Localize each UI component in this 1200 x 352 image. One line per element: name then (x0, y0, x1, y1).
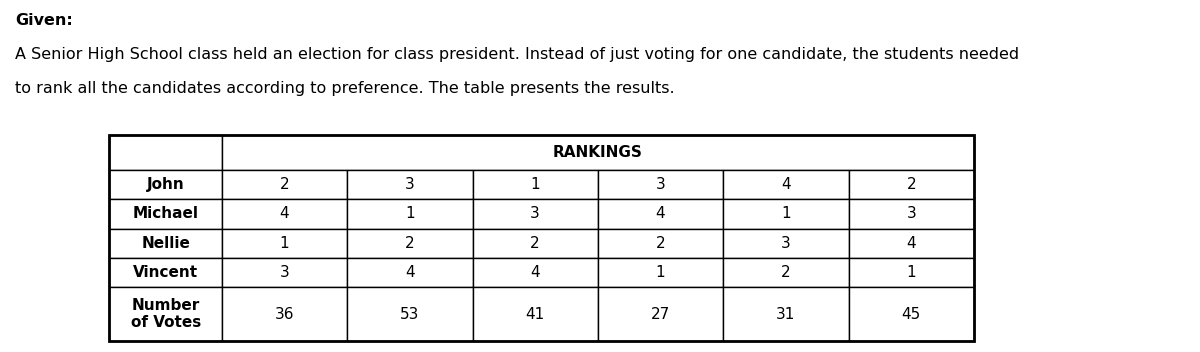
Text: 2: 2 (406, 236, 415, 251)
Bar (109, 287, 222, 341)
Text: 4: 4 (406, 265, 415, 280)
Text: Nellie: Nellie (142, 236, 190, 251)
Text: to rank all the candidates according to preference. The table presents the resul: to rank all the candidates according to … (16, 82, 674, 96)
Text: 1: 1 (530, 177, 540, 192)
Text: John: John (146, 177, 185, 192)
Text: Given:: Given: (16, 13, 73, 28)
Bar (473, 199, 598, 228)
Bar (598, 258, 724, 287)
Bar (473, 228, 598, 258)
Bar (848, 228, 974, 258)
Bar (848, 258, 974, 287)
Text: 3: 3 (906, 206, 916, 221)
Text: 4: 4 (530, 265, 540, 280)
Text: 4: 4 (781, 177, 791, 192)
Bar (848, 199, 974, 228)
Text: Number
of Votes: Number of Votes (131, 298, 200, 331)
Text: 4: 4 (280, 206, 289, 221)
Bar (222, 170, 347, 199)
Text: 2: 2 (530, 236, 540, 251)
Bar (222, 258, 347, 287)
Text: Michael: Michael (133, 206, 199, 221)
Bar (347, 170, 473, 199)
Text: 1: 1 (280, 236, 289, 251)
Text: 1: 1 (406, 206, 415, 221)
Bar (598, 199, 724, 228)
Bar (109, 199, 222, 228)
Text: 3: 3 (655, 177, 665, 192)
Text: 4: 4 (655, 206, 665, 221)
Bar (473, 258, 598, 287)
Text: Vincent: Vincent (133, 265, 198, 280)
Bar (598, 287, 724, 341)
Bar (598, 228, 724, 258)
Bar (109, 170, 222, 199)
Text: 3: 3 (530, 206, 540, 221)
Text: 4: 4 (906, 236, 916, 251)
Text: 31: 31 (776, 307, 796, 322)
Bar (222, 228, 347, 258)
Bar (109, 228, 222, 258)
Bar (473, 170, 598, 199)
Bar (347, 199, 473, 228)
Bar (724, 228, 848, 258)
Text: 36: 36 (275, 307, 294, 322)
Text: 1: 1 (655, 265, 665, 280)
Bar (109, 135, 974, 341)
Text: 53: 53 (400, 307, 420, 322)
Bar (724, 258, 848, 287)
Bar (724, 170, 848, 199)
Bar (598, 170, 724, 199)
Text: A Senior High School class held an election for class president. Instead of just: A Senior High School class held an elect… (16, 47, 1019, 62)
Text: 2: 2 (655, 236, 665, 251)
Text: 45: 45 (901, 307, 920, 322)
Bar (724, 287, 848, 341)
Text: 1: 1 (781, 206, 791, 221)
Bar (347, 258, 473, 287)
Bar (347, 228, 473, 258)
Bar (848, 170, 974, 199)
Text: 3: 3 (404, 177, 415, 192)
Bar (109, 258, 222, 287)
Text: 2: 2 (906, 177, 916, 192)
Bar (109, 135, 222, 170)
Text: 2: 2 (781, 265, 791, 280)
Bar (222, 199, 347, 228)
Text: 41: 41 (526, 307, 545, 322)
Bar (724, 199, 848, 228)
Bar (848, 287, 974, 341)
Text: 27: 27 (650, 307, 670, 322)
Text: RANKINGS: RANKINGS (553, 145, 643, 160)
Text: 2: 2 (280, 177, 289, 192)
Bar (347, 287, 473, 341)
Bar (473, 287, 598, 341)
Text: 1: 1 (906, 265, 916, 280)
Bar (222, 135, 974, 170)
Text: 3: 3 (781, 236, 791, 251)
Bar (222, 287, 347, 341)
Text: 3: 3 (280, 265, 289, 280)
